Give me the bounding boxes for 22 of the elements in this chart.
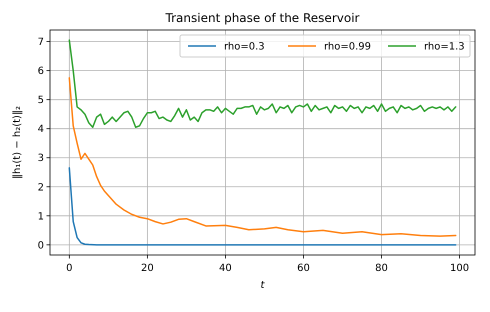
- line-series: [68, 77, 456, 237]
- line-series: [68, 167, 456, 246]
- chart-title: Transient phase of the Reservoir: [164, 11, 360, 25]
- x-tick-label: 20: [141, 263, 154, 274]
- y-axis-title: ‖h₁(t) − h₂(t)‖₂: [12, 106, 23, 179]
- x-tick-label: 0: [66, 263, 73, 274]
- y-tick-label: 4: [38, 124, 44, 136]
- legend-label: rho=0.99: [324, 42, 372, 52]
- y-tick-label: 6: [38, 66, 44, 78]
- y-tick-label: 0: [38, 240, 44, 252]
- x-tick-label: 60: [297, 263, 310, 274]
- y-tick-label: 3: [38, 153, 44, 164]
- legend-label: rho=1.3: [424, 42, 465, 52]
- x-tick-label: 40: [219, 263, 232, 274]
- x-tick-label: 100: [450, 263, 470, 274]
- legend-label: rho=0.3: [224, 42, 265, 52]
- x-axis-title: t: [260, 280, 266, 291]
- y-tick-label: 2: [38, 182, 44, 194]
- y-tick-label: 5: [38, 95, 44, 106]
- x-tick-label: 80: [375, 263, 388, 274]
- y-tick-label: 7: [38, 37, 44, 48]
- y-tick-label: 1: [38, 211, 44, 222]
